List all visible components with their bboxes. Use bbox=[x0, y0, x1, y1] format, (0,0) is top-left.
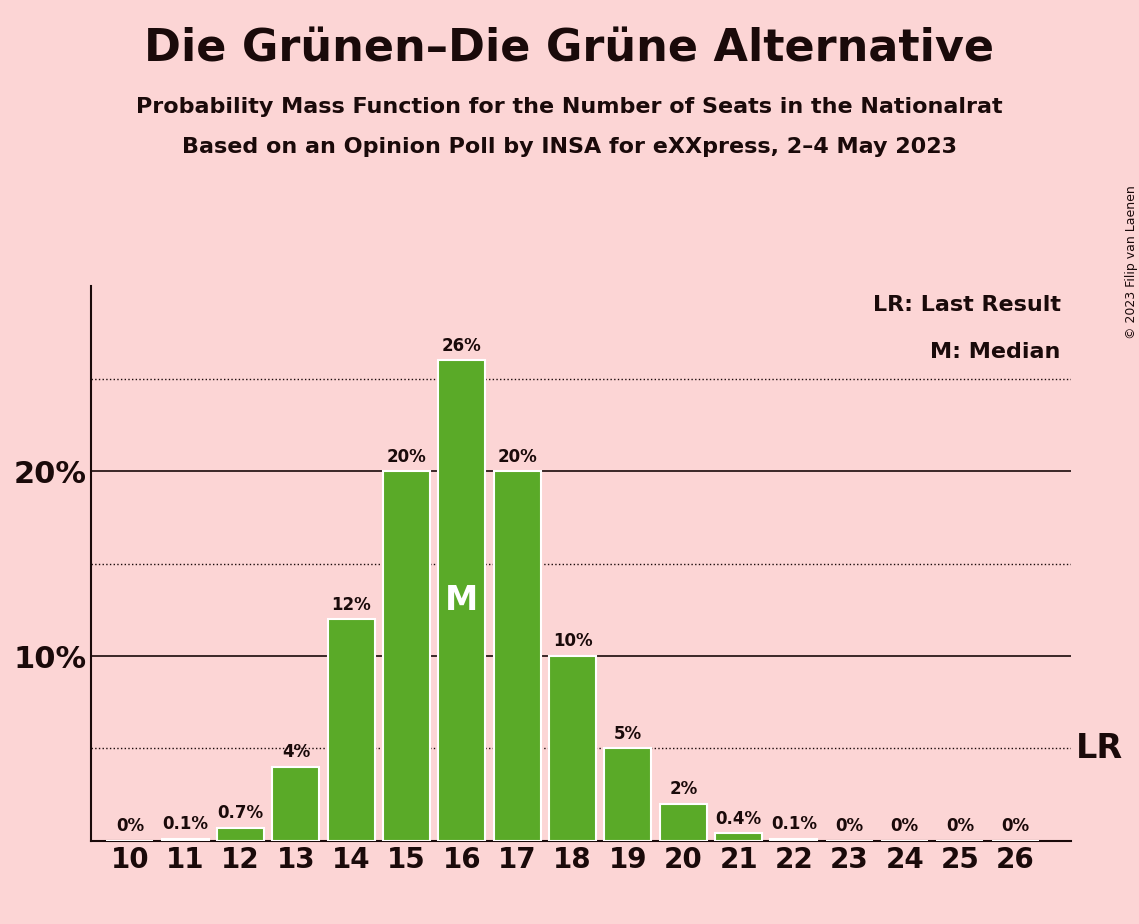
Bar bbox=[218, 828, 264, 841]
Text: LR: Last Result: LR: Last Result bbox=[872, 295, 1060, 315]
Text: 0%: 0% bbox=[891, 818, 919, 835]
Bar bbox=[328, 619, 375, 841]
Text: 0%: 0% bbox=[1001, 818, 1030, 835]
Text: 0.1%: 0.1% bbox=[771, 816, 817, 833]
Bar bbox=[549, 656, 596, 841]
Text: © 2023 Filip van Laenen: © 2023 Filip van Laenen bbox=[1124, 185, 1138, 338]
Bar bbox=[162, 839, 208, 841]
Text: Based on an Opinion Poll by INSA for eXXpress, 2–4 May 2023: Based on an Opinion Poll by INSA for eXX… bbox=[182, 137, 957, 157]
Bar bbox=[272, 767, 319, 841]
Bar bbox=[439, 360, 485, 841]
Text: M: Median: M: Median bbox=[931, 342, 1060, 362]
Bar bbox=[659, 804, 707, 841]
Bar bbox=[770, 839, 818, 841]
Text: 0%: 0% bbox=[835, 818, 863, 835]
Text: Die Grünen–Die Grüne Alternative: Die Grünen–Die Grüne Alternative bbox=[145, 28, 994, 71]
Bar bbox=[715, 833, 762, 841]
Text: 0%: 0% bbox=[945, 818, 974, 835]
Text: Probability Mass Function for the Number of Seats in the Nationalrat: Probability Mass Function for the Number… bbox=[137, 97, 1002, 117]
Text: 0.4%: 0.4% bbox=[715, 810, 762, 828]
Text: 0.1%: 0.1% bbox=[162, 816, 208, 833]
Text: 12%: 12% bbox=[331, 596, 371, 614]
Bar bbox=[383, 471, 431, 841]
Text: 2%: 2% bbox=[669, 781, 697, 798]
Text: 4%: 4% bbox=[281, 744, 310, 761]
Text: LR: LR bbox=[1076, 732, 1123, 765]
Bar bbox=[605, 748, 652, 841]
Text: 5%: 5% bbox=[614, 725, 642, 743]
Text: 26%: 26% bbox=[442, 337, 482, 355]
Text: 0.7%: 0.7% bbox=[218, 805, 263, 822]
Text: 10%: 10% bbox=[552, 633, 592, 650]
Text: 20%: 20% bbox=[386, 448, 426, 466]
Bar bbox=[493, 471, 541, 841]
Text: M: M bbox=[445, 584, 478, 617]
Text: 0%: 0% bbox=[116, 818, 144, 835]
Text: 20%: 20% bbox=[498, 448, 538, 466]
